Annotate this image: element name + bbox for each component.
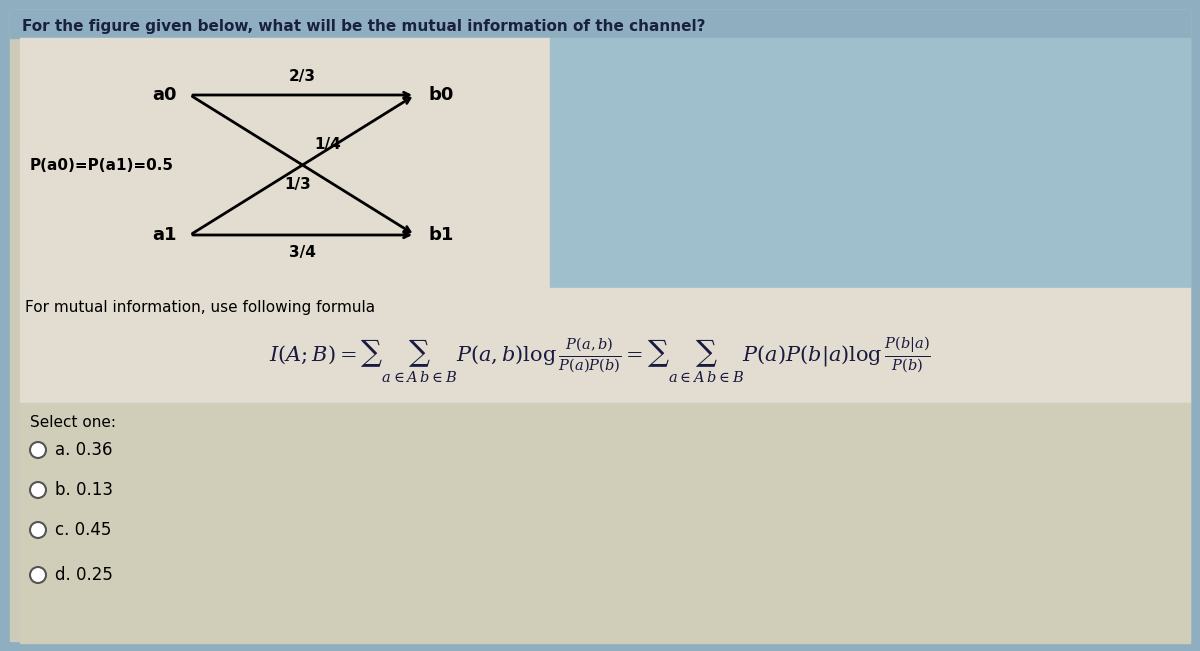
Text: 1/4: 1/4: [314, 137, 341, 152]
Text: b0: b0: [428, 86, 454, 104]
Text: c. 0.45: c. 0.45: [55, 521, 112, 539]
Text: Select one:: Select one:: [30, 415, 116, 430]
Text: b. 0.13: b. 0.13: [55, 481, 113, 499]
Text: a0: a0: [152, 86, 178, 104]
Text: a1: a1: [152, 226, 178, 244]
Text: d. 0.25: d. 0.25: [55, 566, 113, 584]
Text: 1/3: 1/3: [284, 178, 311, 193]
Circle shape: [30, 522, 46, 538]
Text: a. 0.36: a. 0.36: [55, 441, 113, 459]
Circle shape: [30, 482, 46, 498]
Text: P(a0)=P(a1)=0.5: P(a0)=P(a1)=0.5: [30, 158, 174, 173]
Text: 2/3: 2/3: [289, 70, 316, 85]
Text: b1: b1: [428, 226, 454, 244]
Bar: [20, 403, 1190, 643]
Bar: [550, 38, 1190, 288]
Circle shape: [30, 567, 46, 583]
Text: For the figure given below, what will be the mutual information of the channel?: For the figure given below, what will be…: [22, 20, 706, 35]
Circle shape: [30, 442, 46, 458]
Bar: [20, 38, 550, 288]
Text: For mutual information, use following formula: For mutual information, use following fo…: [25, 300, 376, 315]
Bar: [20, 288, 1190, 403]
Text: 3/4: 3/4: [289, 245, 316, 260]
Bar: [10, 10, 1190, 38]
Text: $I(A;B) = \sum\sum_{a \in A\, b \in B} P(a,b)\log\frac{P(a,b)}{P(a)P(b)} = \sum\: $I(A;B) = \sum\sum_{a \in A\, b \in B} P…: [269, 335, 931, 385]
